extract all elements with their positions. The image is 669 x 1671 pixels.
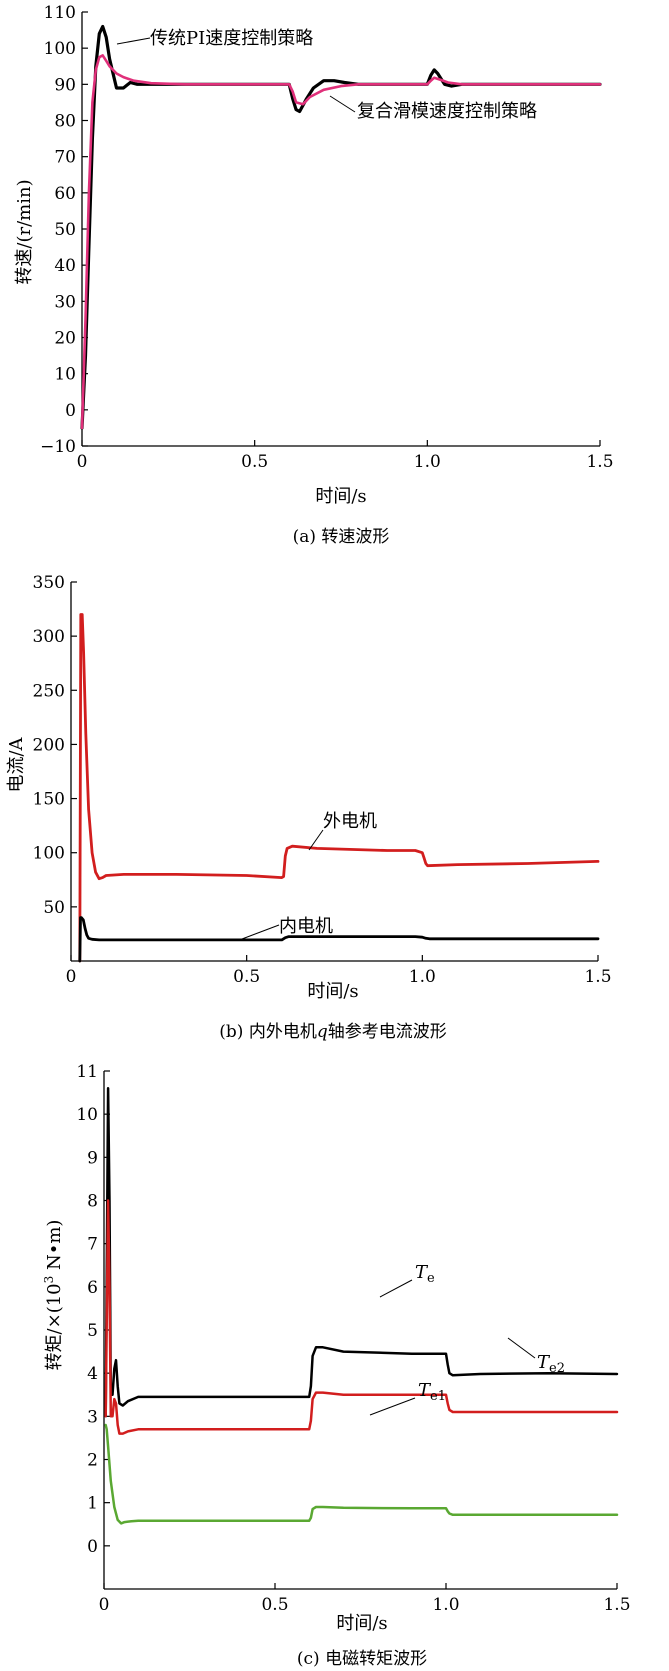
torque-y-tick-label: 0 <box>87 1537 98 1557</box>
torque-y-tick-label: 3 <box>87 1407 98 1427</box>
torque-caption: (c) 电磁转矩波形 <box>297 1649 427 1669</box>
speed-x-tick-label: 0.5 <box>241 452 268 472</box>
current-y-tick-label: 150 <box>33 790 65 810</box>
current-chart-ticks: 0 0.5 1.0 1.5 50 100 150 200 250 300 350 <box>33 573 612 987</box>
annotation-outer-leader <box>308 829 324 851</box>
annotation-smc-control: 复合滑模速度控制策略 <box>357 101 537 122</box>
torque-y-tick-label: 5 <box>87 1321 98 1341</box>
current-caption: (b) 内外电机q轴参考电流波形 <box>219 1022 446 1042</box>
current-ylabel: 电流/A <box>6 736 27 792</box>
torque-xlabel: 时间/s <box>336 1613 387 1634</box>
annotation-outer-motor: 外电机 <box>323 811 377 832</box>
current-y-tick-label: 300 <box>33 627 65 647</box>
torque-y-tick-label: 6 <box>87 1278 98 1298</box>
current-series-line <box>78 916 600 963</box>
speed-y-tick-label: 0 <box>65 401 76 421</box>
speed-chart-series <box>80 24 602 430</box>
speed-y-tick-label: 50 <box>54 220 76 240</box>
annotation-te: Te <box>415 1262 435 1286</box>
current-x-tick-label: 0 <box>66 967 77 987</box>
torque-series-line <box>104 1199 619 1435</box>
current-y-tick-label: 100 <box>33 844 65 864</box>
torque-x-tick-label: 1.5 <box>603 1595 630 1615</box>
speed-series-line <box>80 24 602 430</box>
current-chart: 0 0.5 1.0 1.5 50 100 150 200 250 300 350 外电机 内电机 电… <box>6 573 612 1042</box>
speed-y-tick-label: 70 <box>54 148 76 168</box>
speed-y-tick-label: 100 <box>44 39 76 59</box>
current-chart-series <box>78 613 600 963</box>
speed-y-tick-label: 80 <box>54 112 76 132</box>
annotation-te1: Te1 <box>418 1380 446 1404</box>
speed-y-tick-label: 110 <box>44 3 76 23</box>
torque-x-tick-label: 1.0 <box>432 1595 459 1615</box>
annotation-inner-motor: 内电机 <box>279 916 333 937</box>
speed-y-tick-label: 20 <box>54 329 76 349</box>
speed-y-tick-label: 60 <box>54 184 76 204</box>
speed-x-tick-label: 1.5 <box>586 452 613 472</box>
torque-y-tick-label: 9 <box>87 1148 98 1168</box>
annotation-te2: Te2 <box>537 1352 565 1376</box>
annotation-pi-control: 传统PI速度控制策略 <box>150 28 313 49</box>
annotation-inner-leader <box>241 924 280 940</box>
current-y-tick-label: 350 <box>33 573 65 593</box>
torque-series-line <box>104 1423 619 1525</box>
current-series-line <box>78 613 600 963</box>
torque-chart-ticks: 0 0.5 1.0 1.5 0 1 2 3 4 5 6 7 8 9 10 11 <box>76 1062 630 1615</box>
torque-y-tick-label: 11 <box>76 1062 98 1082</box>
speed-y-tick-label: 90 <box>54 75 76 95</box>
torque-x-tick-label: 0 <box>99 1595 110 1615</box>
current-x-tick-label: 1.0 <box>409 967 436 987</box>
current-xlabel: 时间/s <box>307 981 358 1002</box>
torque-series-line <box>104 1087 619 1418</box>
torque-y-tick-label: 7 <box>87 1235 98 1255</box>
annotation-smc-leader <box>329 95 356 113</box>
speed-x-tick-label: 0 <box>77 452 88 472</box>
current-y-tick-label: 250 <box>33 681 65 701</box>
speed-ylabel: 转速/(r/min) <box>14 179 35 284</box>
current-x-tick-label: 1.5 <box>584 967 611 987</box>
speed-y-tick-label: 40 <box>54 256 76 276</box>
speed-y-tick-label: 10 <box>54 365 76 385</box>
torque-y-tick-label: 4 <box>87 1364 98 1384</box>
current-y-tick-label: 200 <box>33 735 65 755</box>
annotation-te1-leader <box>369 1397 416 1416</box>
annotation-te2-leader <box>507 1337 536 1359</box>
speed-x-tick-label: 1.0 <box>414 452 441 472</box>
speed-y-tick-label: 30 <box>54 292 76 312</box>
torque-y-tick-label: 8 <box>87 1192 98 1212</box>
torque-y-tick-label: 1 <box>87 1494 98 1514</box>
speed-caption: (a) 转速波形 <box>293 527 390 547</box>
torque-y-tick-label: 2 <box>87 1451 98 1471</box>
torque-ylabel: 转矩/×(103 N•m) <box>42 1220 65 1371</box>
annotation-pi-leader <box>116 37 151 45</box>
speed-y-tick-label: −10 <box>40 437 76 457</box>
torque-y-tick-label: 10 <box>76 1105 98 1125</box>
torque-x-tick-label: 0.5 <box>261 1595 288 1615</box>
torque-chart-series <box>104 1087 619 1525</box>
speed-xlabel: 时间/s <box>315 486 366 507</box>
torque-chart: 0 0.5 1.0 1.5 0 1 2 3 4 5 6 7 8 9 10 11 Te Te2 Te1 转矩/×… <box>42 1062 631 1669</box>
speed-series-line <box>80 54 602 430</box>
current-x-tick-label: 0.5 <box>233 967 260 987</box>
annotation-te-leader <box>379 1279 413 1298</box>
current-y-tick-label: 50 <box>43 898 65 918</box>
